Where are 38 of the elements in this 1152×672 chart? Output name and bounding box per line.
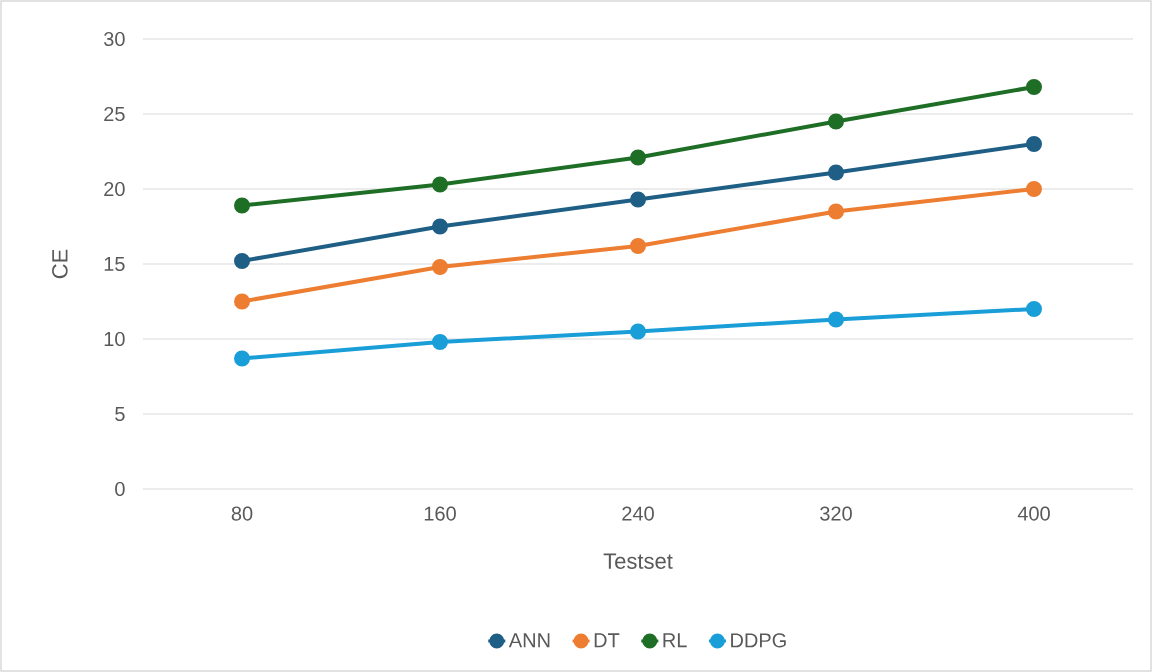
x-tick-label: 240: [622, 506, 654, 521]
point: [234, 350, 251, 367]
point: [1026, 135, 1042, 152]
point: [828, 203, 844, 220]
point: [432, 176, 448, 193]
point: [828, 311, 844, 328]
y-tick-label: 20: [104, 181, 125, 197]
legend-label: DT: [594, 633, 620, 648]
y-tick-label: 25: [104, 106, 125, 122]
y-tick-label: 10: [104, 331, 125, 347]
legend-label: RL: [663, 633, 687, 648]
point: [630, 191, 646, 208]
point: [1026, 78, 1042, 95]
point: [432, 333, 448, 350]
y-tick-label: 15: [104, 257, 125, 271]
point: [234, 252, 251, 269]
point: [828, 164, 844, 181]
legend-label: ANN: [508, 633, 550, 648]
x-tick-label: 160: [424, 506, 456, 521]
point: [1026, 180, 1042, 197]
legend-label: DDPG: [731, 633, 786, 648]
point: [1026, 300, 1042, 317]
point: [432, 218, 448, 235]
y-axis-title: CE: [52, 249, 68, 279]
x-axis-title: Testset: [603, 553, 673, 569]
x-tick-label: 400: [1017, 506, 1050, 521]
point: [630, 237, 646, 254]
point: [432, 258, 448, 275]
point: [630, 149, 646, 166]
point: [234, 197, 251, 214]
y-tick-label: 5: [115, 407, 125, 421]
point: [234, 293, 251, 310]
x-tick-label: 320: [820, 506, 852, 521]
point: [828, 113, 844, 130]
x-tick-label: 80: [231, 506, 253, 521]
y-tick-label: 30: [104, 31, 125, 47]
y-tick-label: 0: [115, 481, 125, 497]
point: [630, 323, 646, 340]
